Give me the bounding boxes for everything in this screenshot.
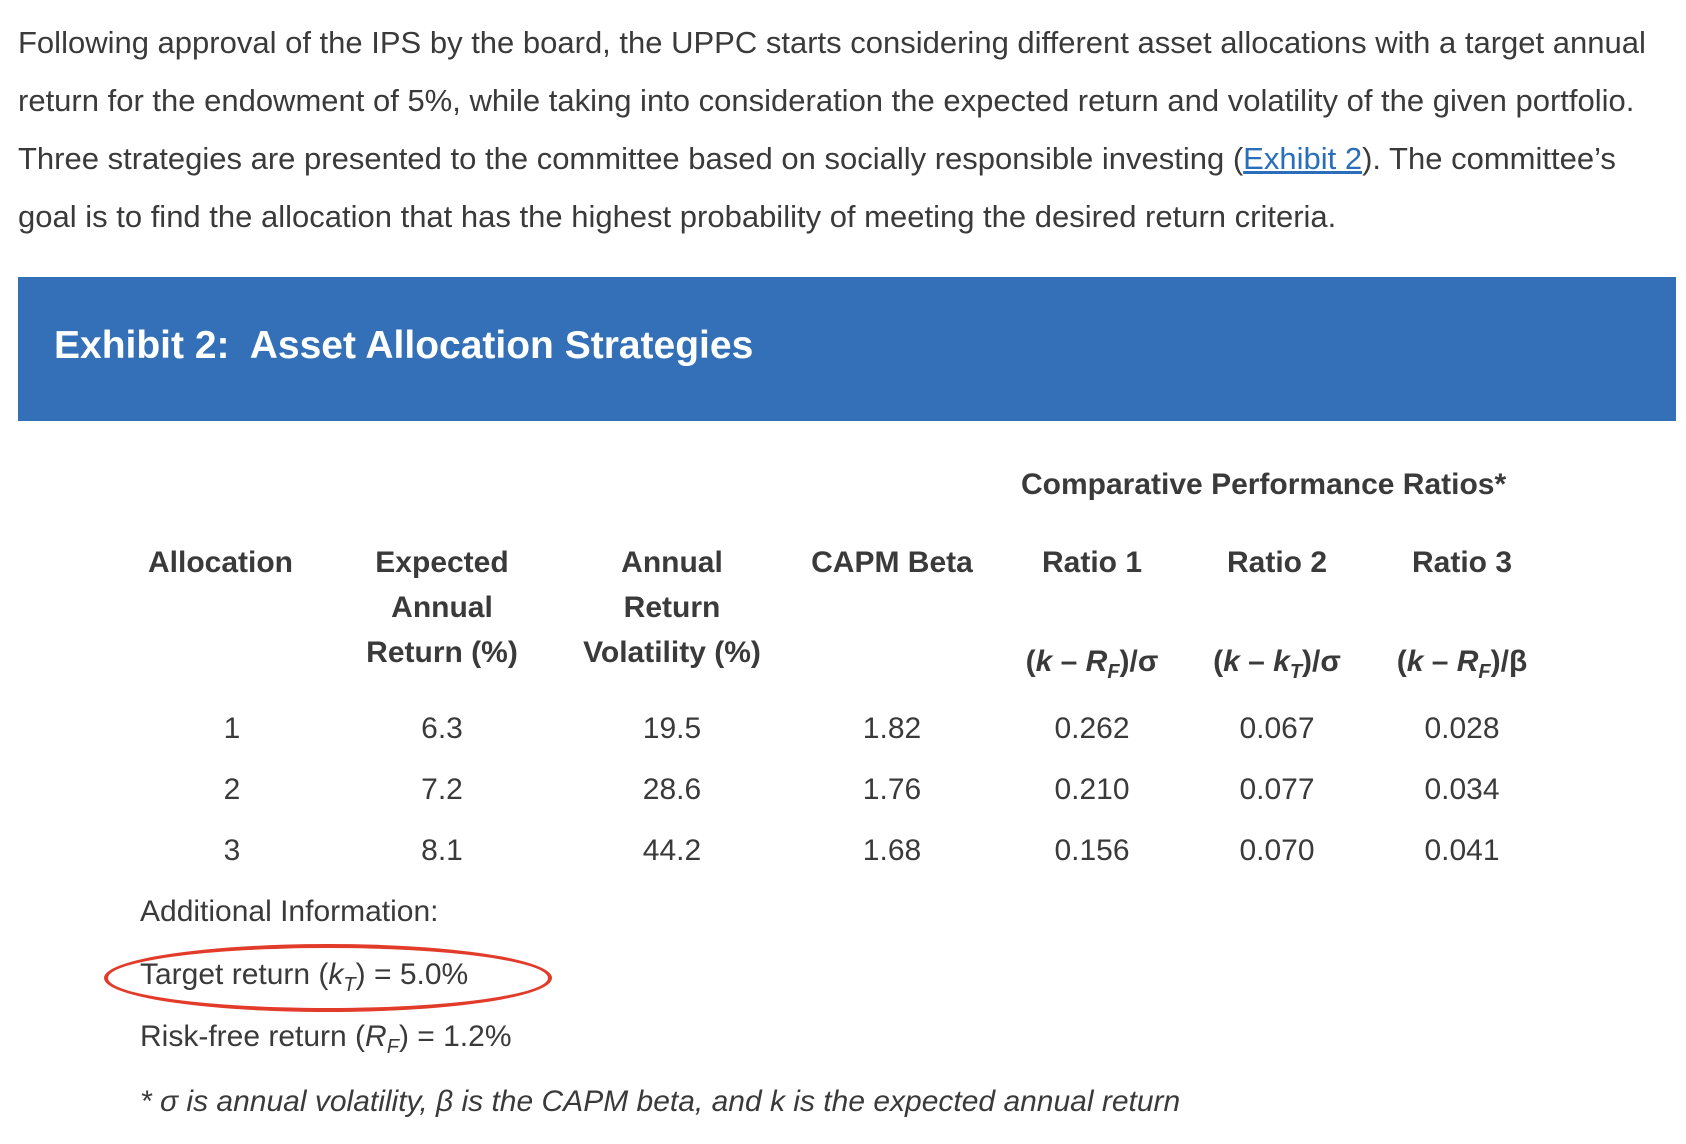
formula-part: ( xyxy=(1396,645,1407,678)
col-header-line: Annual xyxy=(391,591,493,624)
formula-part: – xyxy=(1052,645,1086,678)
formula-part: )/β xyxy=(1490,645,1528,678)
row-3-volatility: 44.2 xyxy=(642,834,702,867)
row-2-beta: 1.76 xyxy=(862,773,922,806)
col-header-ratio-2: Ratio 2 xyxy=(1187,540,1367,585)
formula-part: R xyxy=(1085,645,1108,678)
row-3-beta: 1.68 xyxy=(862,834,922,867)
formula-part: k xyxy=(1223,645,1240,678)
row-1-volatility: 19.5 xyxy=(642,712,702,745)
row-1-expected-return: 6.3 xyxy=(421,712,463,745)
ratio-3-formula: (k – RF)/β xyxy=(1372,645,1552,684)
col-header-capm-beta: CAPM Beta xyxy=(792,540,992,585)
row-3-allocation: 3 xyxy=(223,834,241,867)
info-part: R xyxy=(365,1020,387,1053)
additional-info-heading: Additional Information: xyxy=(140,895,439,928)
info-part: F xyxy=(386,1036,399,1058)
col-header-ratio-3: Ratio 3 xyxy=(1372,540,1552,585)
formula-part: T xyxy=(1289,661,1303,683)
col-header-line: Return (%) xyxy=(366,636,518,669)
col-header-line: CAPM Beta xyxy=(811,546,973,579)
intro-text-after-link: ). The committee’s goal is to find the a… xyxy=(18,141,1616,234)
row-3-ratio-3: 0.041 xyxy=(1424,834,1500,867)
intro-text-before-link: Following approval of the IPS by the boa… xyxy=(18,25,1646,176)
formula-part: – xyxy=(1239,645,1274,678)
ratio-2-formula: (k – kT)/σ xyxy=(1187,645,1367,684)
col-header-ratio-1: Ratio 1 xyxy=(1002,540,1182,585)
exhibit-title: Exhibit 2: Asset Allocation Strategies xyxy=(54,324,754,367)
formula-part: k xyxy=(1406,645,1424,678)
formula-part: F xyxy=(1478,661,1491,683)
formula-part: ( xyxy=(1025,645,1036,678)
row-1-ratio-3: 0.028 xyxy=(1424,712,1500,745)
row-1-ratio-1: 0.262 xyxy=(1054,712,1130,745)
row-2-volatility: 28.6 xyxy=(642,773,702,806)
col-header-allocation-line: Allocation xyxy=(148,546,294,579)
exhibit-2-link[interactable]: Exhibit 2 xyxy=(1243,141,1363,176)
row-3-ratio-1: 0.156 xyxy=(1054,834,1130,867)
row-3-expected-return: 8.1 xyxy=(421,834,463,867)
col-header-line: Annual xyxy=(621,546,723,579)
exhibit-banner: Exhibit 2: Asset Allocation Strategies xyxy=(18,277,1676,421)
row-3-ratio-2: 0.070 xyxy=(1239,834,1315,867)
col-header-line: Ratio 1 xyxy=(1041,546,1143,579)
col-header-line: Ratio 2 xyxy=(1226,546,1328,579)
col-header-line: Return xyxy=(623,591,721,624)
col-header-line: Ratio 3 xyxy=(1411,546,1513,579)
info-part: ) = 1.2% xyxy=(398,1020,512,1053)
row-2-expected-return: 7.2 xyxy=(421,773,463,806)
formula-part: )/σ xyxy=(1302,645,1341,678)
formula-part: ( xyxy=(1213,645,1224,678)
col-header-volatility: Annual Return Volatility (%) xyxy=(567,540,777,675)
info-part: Risk-free return ( xyxy=(140,1020,366,1053)
intro-paragraph: Following approval of the IPS by the boa… xyxy=(18,14,1678,246)
row-2-ratio-2: 0.077 xyxy=(1239,773,1315,806)
col-header-line: Expected xyxy=(375,546,509,579)
row-2-ratio-3: 0.034 xyxy=(1424,773,1500,806)
formula-part: k xyxy=(1273,645,1290,678)
formula-part: R xyxy=(1456,645,1479,678)
formula-part: )/σ xyxy=(1119,645,1159,678)
col-header-line: Volatility (%) xyxy=(583,636,761,669)
row-1-beta: 1.82 xyxy=(862,712,922,745)
footnote: * σ is annual volatility, β is the CAPM … xyxy=(140,1085,1181,1118)
col-header-expected-return: Expected Annual Return (%) xyxy=(342,540,542,675)
riskfree-return-line: Risk-free return (RF) = 1.2% xyxy=(140,1020,512,1059)
row-2-ratio-1: 0.210 xyxy=(1054,773,1130,806)
formula-part: – xyxy=(1423,645,1457,678)
row-1-allocation: 1 xyxy=(223,712,241,745)
formula-part: F xyxy=(1107,661,1120,683)
comparative-ratios-header: Comparative Performance Ratios* xyxy=(1021,468,1507,501)
row-2-allocation: 2 xyxy=(223,773,241,806)
row-1-ratio-2: 0.067 xyxy=(1239,712,1315,745)
target-return-highlight-ellipse xyxy=(104,944,552,1012)
formula-part: k xyxy=(1035,645,1053,678)
col-header-allocation: Allocation xyxy=(148,540,293,585)
ratio-1-formula: (k – RF)/σ xyxy=(1002,645,1182,684)
